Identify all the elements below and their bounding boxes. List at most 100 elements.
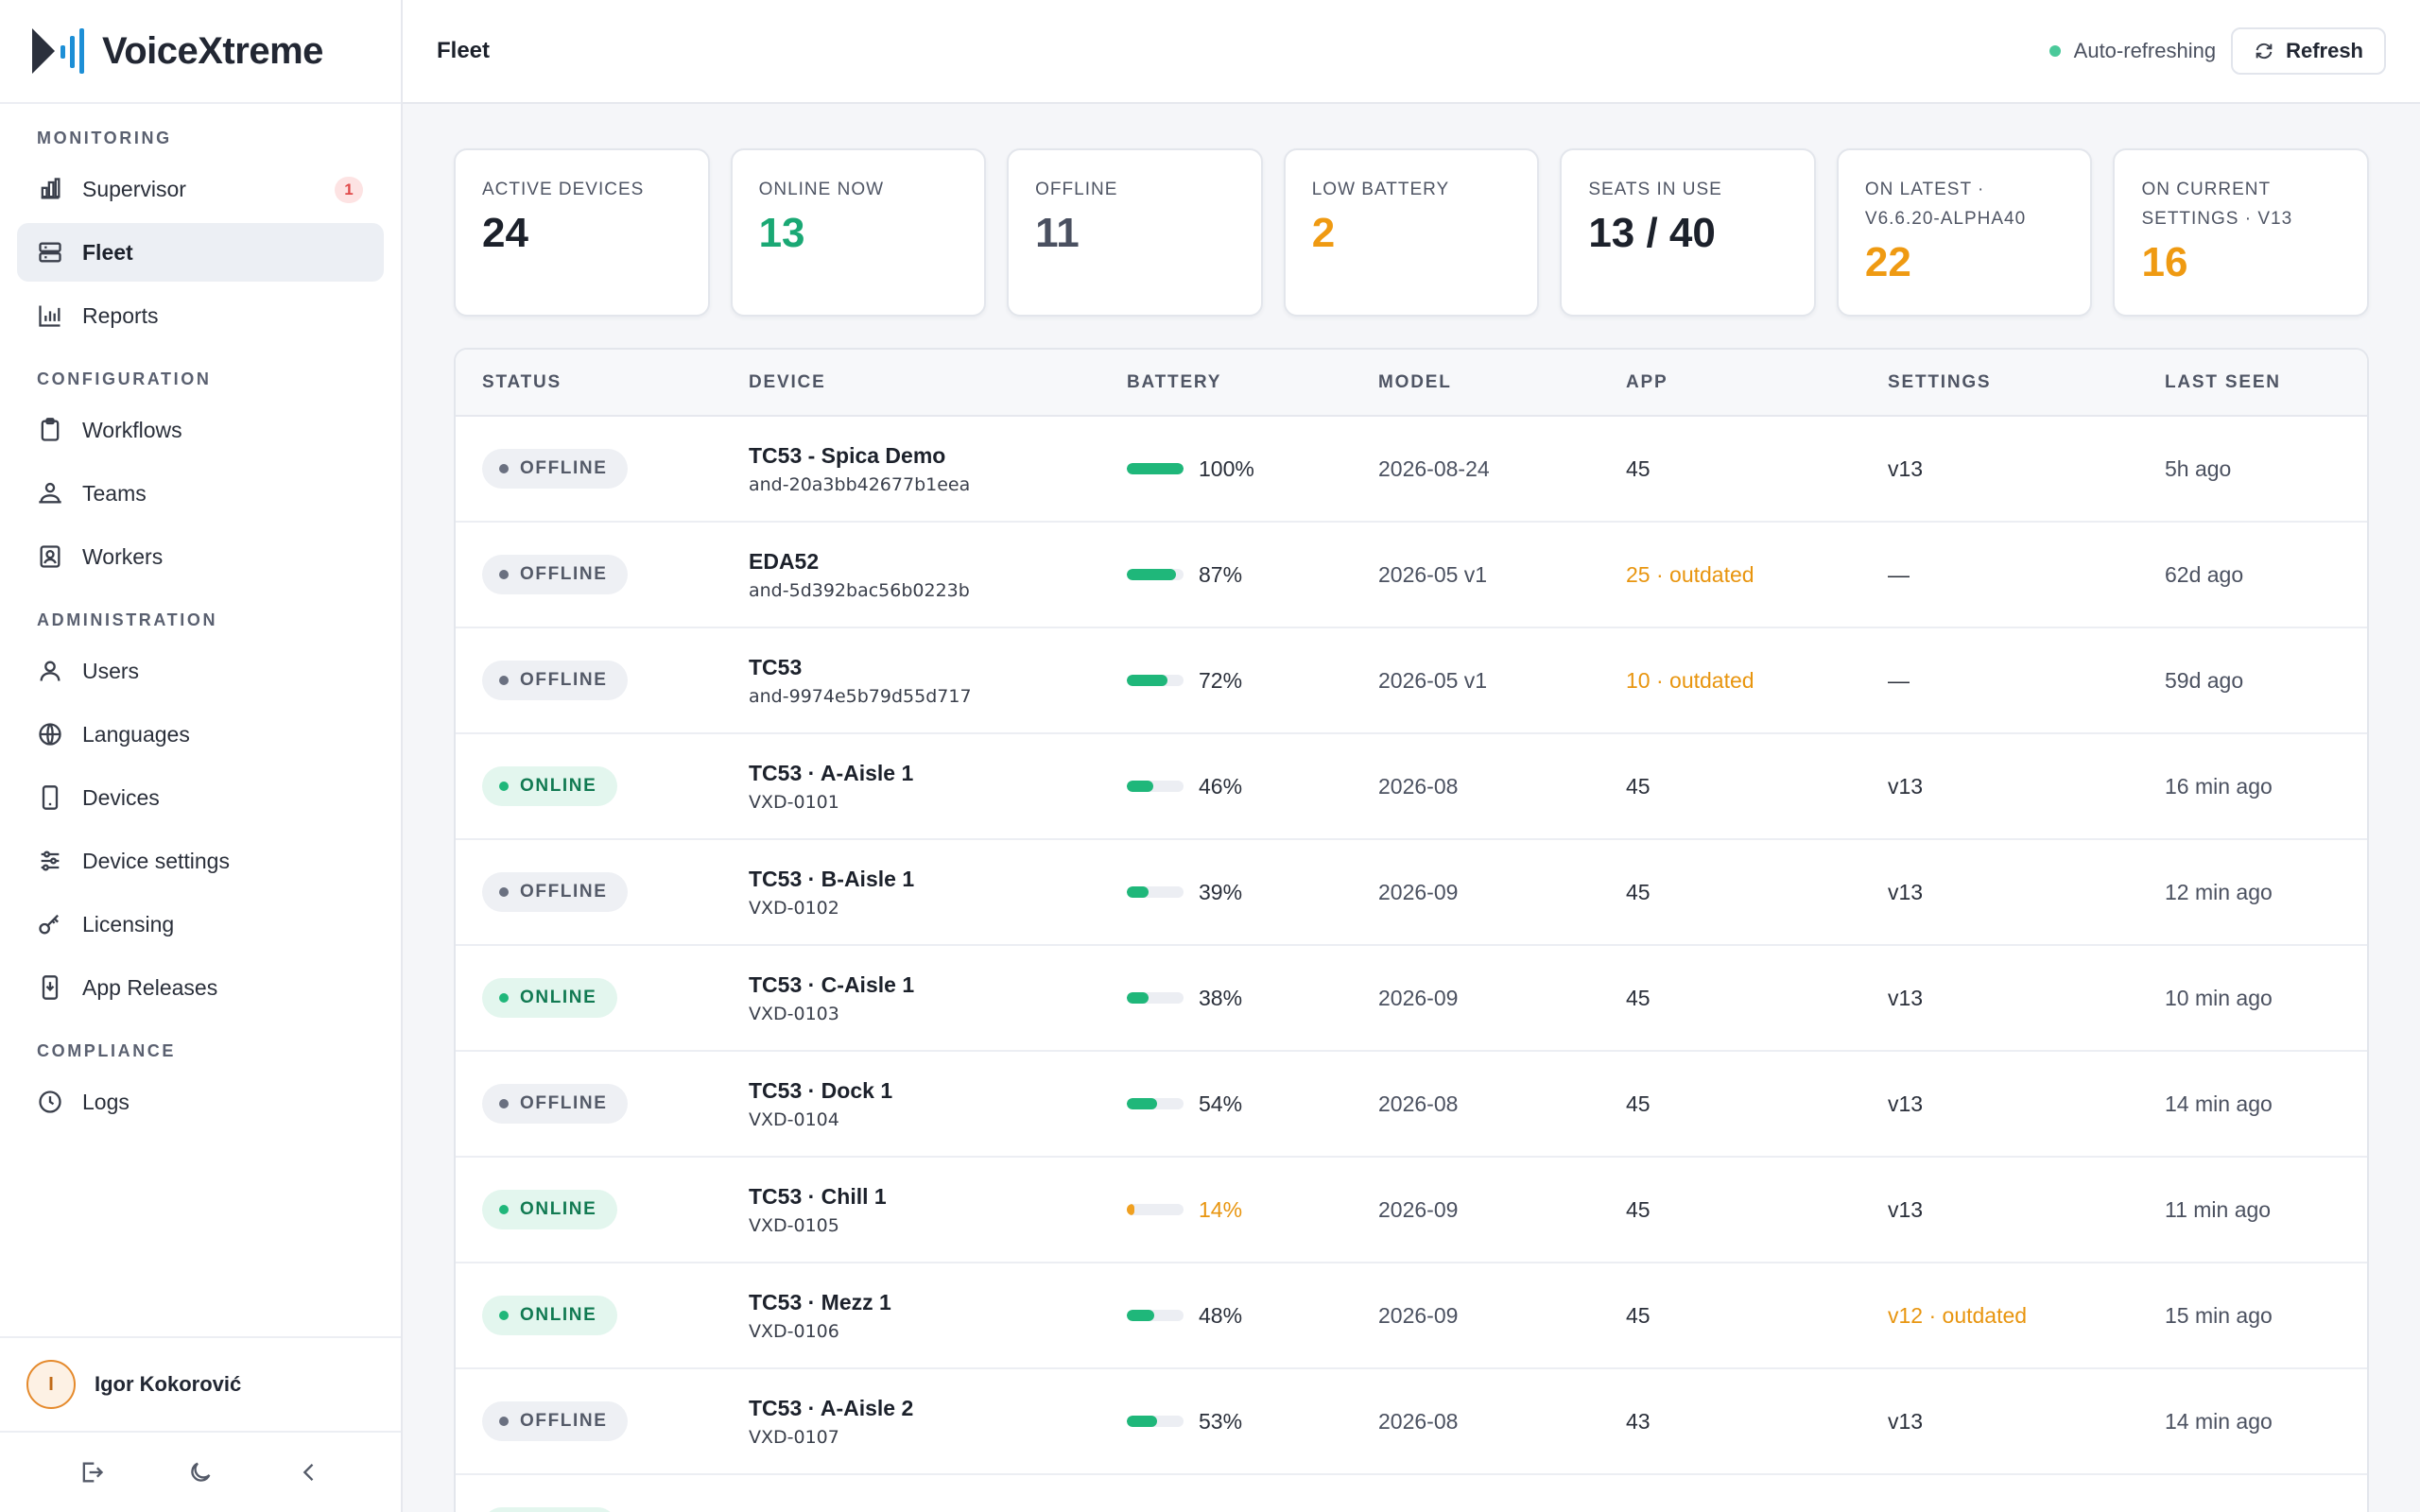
sidebar-nav: MONITORING Supervisor 1 Fleet Reports CONFIGU… (0, 129, 401, 1131)
refresh-button[interactable]: Refresh (2231, 27, 2386, 75)
sidebar-item-reports[interactable]: Reports (17, 286, 384, 345)
kpi-card: ACTIVE DEVICES 24 (454, 148, 710, 317)
table-row[interactable]: OFFLINE TC53 - Spica Demo and-20a3bb42677b… (456, 416, 2367, 522)
status-cell: OFFLINE (456, 416, 722, 522)
battery-cell: 38% (1100, 945, 1352, 1051)
kpi-value: 13 / 40 (1588, 210, 1716, 256)
table-row[interactable]: ONLINE TC53 · C-Aisle 1 VXD-0103 38% 2026-09… (456, 945, 2367, 1051)
device-cell[interactable]: TC53 · B-Aisle 1 VXD-0102 (722, 839, 1100, 945)
device-cell[interactable]: TC53 · C-Aisle 1 VXD-0103 (722, 945, 1100, 1051)
table-row[interactable]: ONLINE TC53 · Chill 1 VXD-0105 14% 2026-09 45… (456, 1157, 2367, 1263)
fleet-table: STATUS DEVICE BATTERY MODEL APP SETTINGS LAST … (456, 350, 2367, 1512)
sidebar-item-languages[interactable]: Languages (17, 705, 384, 764)
status-badge: ONLINE (482, 978, 618, 1018)
sidebar-item-workers[interactable]: Workers (17, 527, 384, 586)
device-cell[interactable]: TC53 - Spica Demo and-20a3bb42677b1eea (722, 416, 1100, 522)
report-chart-icon (39, 305, 60, 327)
column-header-settings[interactable]: SETTINGS (1888, 371, 1992, 392)
sidebar-item-fleet[interactable]: Fleet (17, 223, 384, 282)
user-profile[interactable]: I Igor Kokorović (0, 1336, 401, 1431)
device-cell[interactable]: EDA52 and-5d392bac56b0223b (722, 522, 1100, 627)
column-header-app[interactable]: APP (1626, 371, 1668, 392)
settings-cell: — (1888, 667, 1910, 693)
column-header-battery[interactable]: BATTERY (1127, 371, 1222, 392)
device-cell[interactable]: TC53 and-9974e5b79d55d717 (722, 627, 1100, 733)
column-header-model[interactable]: MODEL (1378, 371, 1452, 392)
sidebar-item-devices[interactable]: Devices (17, 768, 384, 827)
table-row[interactable]: OFFLINE EDA52 and-5d392bac56b0223b 87% 2026-… (456, 522, 2367, 627)
column-header-status[interactable]: STATUS (482, 371, 562, 392)
device-id: and-5d392bac56b0223b (749, 579, 970, 601)
app-cell: 45 (1626, 879, 1651, 904)
page-title: Fleet (437, 38, 491, 63)
status-cell: OFFLINE (456, 839, 722, 945)
table-row[interactable]: ONLINE TC53 · Mezz 1 VXD-0106 48% 2026-09 45 v… (456, 1263, 2367, 1368)
kpi-value: 16 (2141, 239, 2188, 285)
battery-bar (1127, 569, 1184, 580)
column-header-last-seen[interactable]: LAST SEEN (2165, 371, 2281, 392)
sidebar-item-teams[interactable]: Teams (17, 464, 384, 523)
last-seen-cell: 16 min ago (2165, 773, 2273, 799)
battery-value: 14% (1199, 1196, 1243, 1222)
device-cell[interactable]: TC53 · Dock 1 VXD-0104 (722, 1051, 1100, 1157)
status-cell: ONLINE (456, 945, 722, 1051)
collapse-chevron-icon[interactable] (296, 1459, 322, 1486)
sidebar-item-label: Fleet (82, 239, 133, 265)
sidebar-item-logs[interactable]: Logs (17, 1073, 384, 1131)
status-label: ONLINE (520, 1199, 597, 1219)
battery-cell: 14% (1100, 1157, 1352, 1263)
refresh-button-label: Refresh (2286, 39, 2363, 62)
sidebar-item-licensing[interactable]: Licensing (17, 895, 384, 954)
table-row[interactable]: OFFLINE TC53 · Dock 1 VXD-0104 54% 2026-08 45… (456, 1051, 2367, 1157)
kpi-value: 11 (1035, 210, 1080, 256)
status-label: OFFLINE (520, 882, 608, 902)
status-badge: OFFLINE (482, 872, 629, 912)
device-cell[interactable]: TC53 · A-Aisle 2 VXD-0107 (722, 1368, 1100, 1474)
section-title-compliance: COMPLIANCE (37, 1041, 176, 1060)
column-header-device[interactable]: DEVICE (749, 371, 826, 392)
table-row[interactable]: OFFLINE TC53 · A-Aisle 2 VXD-0107 53% 2026-0… (456, 1368, 2367, 1474)
sidebar-item-label: Languages (82, 721, 190, 747)
battery-fill (1127, 1310, 1154, 1321)
status-label: OFFLINE (520, 1093, 608, 1113)
status-cell: ONLINE (456, 1263, 722, 1368)
battery-cell: 48% (1100, 1263, 1352, 1368)
status-label: ONLINE (520, 776, 597, 796)
sidebar-item-workflows[interactable]: Workflows (17, 401, 384, 459)
brand[interactable]: VoiceXtreme (0, 0, 401, 104)
status-cell: OFFLINE (456, 522, 722, 627)
table-row[interactable]: OFFLINE TC53 · B-Aisle 1 VXD-0102 39% 2026-0… (456, 839, 2367, 945)
table-row[interactable]: OFFLINE TC53 and-9974e5b79d55d717 72% 2026-0… (456, 627, 2367, 733)
section-title-administration: ADMINISTRATION (37, 610, 218, 629)
settings-cell: v12 · outdated (1888, 1302, 2028, 1328)
kpi-value: 13 (758, 210, 805, 256)
device-cell[interactable]: TC53 · Mezz 1 VXD-0106 (722, 1263, 1100, 1368)
battery-fill (1127, 569, 1177, 580)
sidebar-item-device-settings[interactable]: Device settings (17, 832, 384, 890)
model-cell: 2026-08-24 (1378, 455, 1490, 481)
sliders-icon (41, 850, 60, 871)
device-name: TC53 - Spica Demo (749, 442, 946, 468)
model-cell: 2026-09 (1378, 985, 1459, 1010)
status-label: ONLINE (520, 1305, 597, 1325)
logout-icon[interactable] (78, 1459, 105, 1486)
sidebar-item-users[interactable]: Users (17, 642, 384, 700)
moon-icon[interactable] (187, 1459, 214, 1486)
app-cell: 45 (1626, 1091, 1651, 1116)
refresh-icon (2256, 43, 2273, 60)
settings-cell: — (1888, 561, 1910, 587)
sidebar-item-supervisor[interactable]: Supervisor 1 (17, 160, 384, 218)
table-row[interactable]: ONLINE TC53 · A-Aisle 1 VXD-0101 46% 2026-08… (456, 733, 2367, 839)
device-cell[interactable]: TC53 · B-Aisle 2 (722, 1474, 1100, 1512)
last-seen-cell: 5h ago (2165, 455, 2232, 481)
device-id: and-9974e5b79d55d717 (749, 685, 972, 707)
battery-cell: 87% (1100, 522, 1352, 627)
battery-cell: 72% (1100, 627, 1352, 733)
status-dot (499, 676, 509, 685)
device-cell[interactable]: TC53 · A-Aisle 1 VXD-0101 (722, 733, 1100, 839)
device-cell[interactable]: TC53 · Chill 1 VXD-0105 (722, 1157, 1100, 1263)
team-icon (39, 482, 61, 504)
table-row[interactable]: ONLINE TC53 · B-Aisle 2 (456, 1474, 2367, 1512)
sidebar-item-app-releases[interactable]: App Releases (17, 958, 384, 1017)
device-name: TC53 · A-Aisle 2 (749, 1395, 914, 1420)
